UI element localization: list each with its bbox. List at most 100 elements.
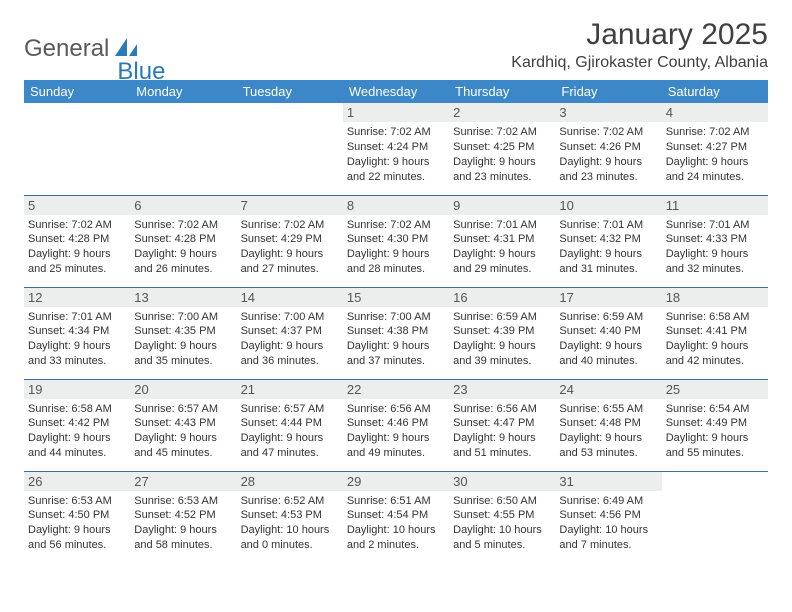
daylight-text-2: and 33 minutes. bbox=[28, 354, 126, 369]
day-cell: 13Sunrise: 7:00 AMSunset: 4:35 PMDayligh… bbox=[130, 287, 236, 379]
day-cell: 20Sunrise: 6:57 AMSunset: 4:43 PMDayligh… bbox=[130, 379, 236, 471]
daylight-text-2: and 25 minutes. bbox=[28, 262, 126, 277]
day-detail: Sunrise: 7:02 AMSunset: 4:27 PMDaylight:… bbox=[666, 125, 764, 184]
day-detail: Sunrise: 7:01 AMSunset: 4:31 PMDaylight:… bbox=[453, 218, 551, 277]
day-cell: 10 Sunrise: 7:01 AMSunset: 4:32 PMDayligh… bbox=[555, 195, 661, 287]
day-detail: Sunrise: 6:53 AMSunset: 4:50 PMDaylight:… bbox=[28, 494, 126, 553]
daylight-text-1: Daylight: 9 hours bbox=[241, 339, 339, 354]
daylight-text-2: and 24 minutes. bbox=[666, 170, 764, 185]
sunrise-text: Sunrise: 7:00 AM bbox=[134, 310, 232, 325]
sunset-text: Sunset: 4:41 PM bbox=[666, 324, 764, 339]
daylight-text-2: and 28 minutes. bbox=[347, 262, 445, 277]
empty-cell bbox=[662, 471, 768, 563]
daylight-text-1: Daylight: 9 hours bbox=[666, 339, 764, 354]
sunset-text: Sunset: 4:48 PM bbox=[559, 416, 657, 431]
col-friday: Friday bbox=[555, 80, 661, 103]
sunset-text: Sunset: 4:50 PM bbox=[28, 508, 126, 523]
day-detail: Sunrise: 7:02 AMSunset: 4:25 PMDaylight:… bbox=[453, 125, 551, 184]
day-detail: Sunrise: 6:57 AMSunset: 4:43 PMDaylight:… bbox=[134, 402, 232, 461]
sunrise-text: Sunrise: 6:53 AM bbox=[134, 494, 232, 509]
daylight-text-1: Daylight: 9 hours bbox=[559, 339, 657, 354]
day-number: 25 bbox=[662, 380, 768, 399]
sunrise-text: Sunrise: 7:02 AM bbox=[559, 125, 657, 140]
day-detail: Sunrise: 7:02 AMSunset: 4:24 PMDaylight:… bbox=[347, 125, 445, 184]
daylight-text-2: and 49 minutes. bbox=[347, 446, 445, 461]
daylight-text-2: and 58 minutes. bbox=[134, 538, 232, 553]
empty-cell bbox=[24, 103, 130, 195]
calendar-row: 12Sunrise: 7:01 AMSunset: 4:34 PMDayligh… bbox=[24, 287, 768, 379]
sunset-text: Sunset: 4:29 PM bbox=[241, 232, 339, 247]
sunset-text: Sunset: 4:52 PM bbox=[134, 508, 232, 523]
daylight-text-2: and 55 minutes. bbox=[666, 446, 764, 461]
daylight-text-2: and 32 minutes. bbox=[666, 262, 764, 277]
sunrise-text: Sunrise: 7:01 AM bbox=[453, 218, 551, 233]
daylight-text-2: and 35 minutes. bbox=[134, 354, 232, 369]
sunrise-text: Sunrise: 6:50 AM bbox=[453, 494, 551, 509]
day-detail: Sunrise: 7:00 AMSunset: 4:38 PMDaylight:… bbox=[347, 310, 445, 369]
daylight-text-1: Daylight: 9 hours bbox=[559, 247, 657, 262]
sunrise-text: Sunrise: 6:53 AM bbox=[28, 494, 126, 509]
daylight-text-2: and 36 minutes. bbox=[241, 354, 339, 369]
day-cell: 31Sunrise: 6:49 AMSunset: 4:56 PMDayligh… bbox=[555, 471, 661, 563]
sunrise-text: Sunrise: 6:49 AM bbox=[559, 494, 657, 509]
day-number: 28 bbox=[237, 472, 343, 491]
day-detail: Sunrise: 7:02 AMSunset: 4:28 PMDaylight:… bbox=[134, 218, 232, 277]
daylight-text-2: and 26 minutes. bbox=[134, 262, 232, 277]
location: Kardhiq, Gjirokaster County, Albania bbox=[511, 54, 768, 72]
daylight-text-1: Daylight: 9 hours bbox=[28, 247, 126, 262]
day-number: 12 bbox=[24, 288, 130, 307]
sunset-text: Sunset: 4:43 PM bbox=[134, 416, 232, 431]
sunrise-text: Sunrise: 7:02 AM bbox=[666, 125, 764, 140]
day-cell: 4Sunrise: 7:02 AMSunset: 4:27 PMDaylight… bbox=[662, 103, 768, 195]
daylight-text-2: and 47 minutes. bbox=[241, 446, 339, 461]
calendar-row: 19Sunrise: 6:58 AMSunset: 4:42 PMDayligh… bbox=[24, 379, 768, 471]
day-detail: Sunrise: 6:58 AMSunset: 4:42 PMDaylight:… bbox=[28, 402, 126, 461]
sunset-text: Sunset: 4:37 PM bbox=[241, 324, 339, 339]
sunrise-text: Sunrise: 7:00 AM bbox=[241, 310, 339, 325]
sunset-text: Sunset: 4:24 PM bbox=[347, 140, 445, 155]
day-detail: Sunrise: 6:59 AMSunset: 4:39 PMDaylight:… bbox=[453, 310, 551, 369]
daylight-text-1: Daylight: 9 hours bbox=[453, 247, 551, 262]
sunrise-text: Sunrise: 7:01 AM bbox=[28, 310, 126, 325]
day-number: 22 bbox=[343, 380, 449, 399]
day-cell: 28Sunrise: 6:52 AMSunset: 4:53 PMDayligh… bbox=[237, 471, 343, 563]
day-number: 31 bbox=[555, 472, 661, 491]
daylight-text-1: Daylight: 9 hours bbox=[28, 339, 126, 354]
daylight-text-1: Daylight: 9 hours bbox=[347, 247, 445, 262]
day-number: 18 bbox=[662, 288, 768, 307]
sunset-text: Sunset: 4:46 PM bbox=[347, 416, 445, 431]
day-detail: Sunrise: 7:01 AMSunset: 4:32 PMDaylight:… bbox=[559, 218, 657, 277]
sunrise-text: Sunrise: 6:55 AM bbox=[559, 402, 657, 417]
title-block: January 2025 Kardhiq, Gjirokaster County… bbox=[511, 18, 768, 72]
day-detail: Sunrise: 7:00 AMSunset: 4:35 PMDaylight:… bbox=[134, 310, 232, 369]
daylight-text-1: Daylight: 10 hours bbox=[241, 523, 339, 538]
sunset-text: Sunset: 4:47 PM bbox=[453, 416, 551, 431]
day-detail: Sunrise: 7:02 AMSunset: 4:29 PMDaylight:… bbox=[241, 218, 339, 277]
daylight-text-2: and 37 minutes. bbox=[347, 354, 445, 369]
day-number: 11 bbox=[662, 196, 768, 215]
sunrise-text: Sunrise: 6:56 AM bbox=[453, 402, 551, 417]
logo: General Blue bbox=[24, 18, 165, 74]
sunrise-text: Sunrise: 6:59 AM bbox=[559, 310, 657, 325]
sunrise-text: Sunrise: 7:01 AM bbox=[559, 218, 657, 233]
day-cell: 1 Sunrise: 7:02 AMSunset: 4:24 PMDaylight… bbox=[343, 103, 449, 195]
day-number: 30 bbox=[449, 472, 555, 491]
daylight-text-2: and 42 minutes. bbox=[666, 354, 764, 369]
daylight-text-1: Daylight: 9 hours bbox=[559, 155, 657, 170]
sunset-text: Sunset: 4:44 PM bbox=[241, 416, 339, 431]
sunset-text: Sunset: 4:35 PM bbox=[134, 324, 232, 339]
day-cell: 5Sunrise: 7:02 AMSunset: 4:28 PMDaylight… bbox=[24, 195, 130, 287]
day-number: 1 bbox=[343, 103, 449, 122]
day-number: 16 bbox=[449, 288, 555, 307]
daylight-text-2: and 56 minutes. bbox=[28, 538, 126, 553]
sunset-text: Sunset: 4:28 PM bbox=[28, 232, 126, 247]
sunset-text: Sunset: 4:56 PM bbox=[559, 508, 657, 523]
sunset-text: Sunset: 4:32 PM bbox=[559, 232, 657, 247]
day-number: 10 bbox=[555, 196, 661, 215]
header: General Blue January 2025 Kardhiq, Gjiro… bbox=[24, 18, 768, 74]
sunset-text: Sunset: 4:33 PM bbox=[666, 232, 764, 247]
daylight-text-1: Daylight: 9 hours bbox=[559, 431, 657, 446]
daylight-text-2: and 7 minutes. bbox=[559, 538, 657, 553]
day-detail: Sunrise: 7:02 AMSunset: 4:26 PMDaylight:… bbox=[559, 125, 657, 184]
sunrise-text: Sunrise: 6:52 AM bbox=[241, 494, 339, 509]
